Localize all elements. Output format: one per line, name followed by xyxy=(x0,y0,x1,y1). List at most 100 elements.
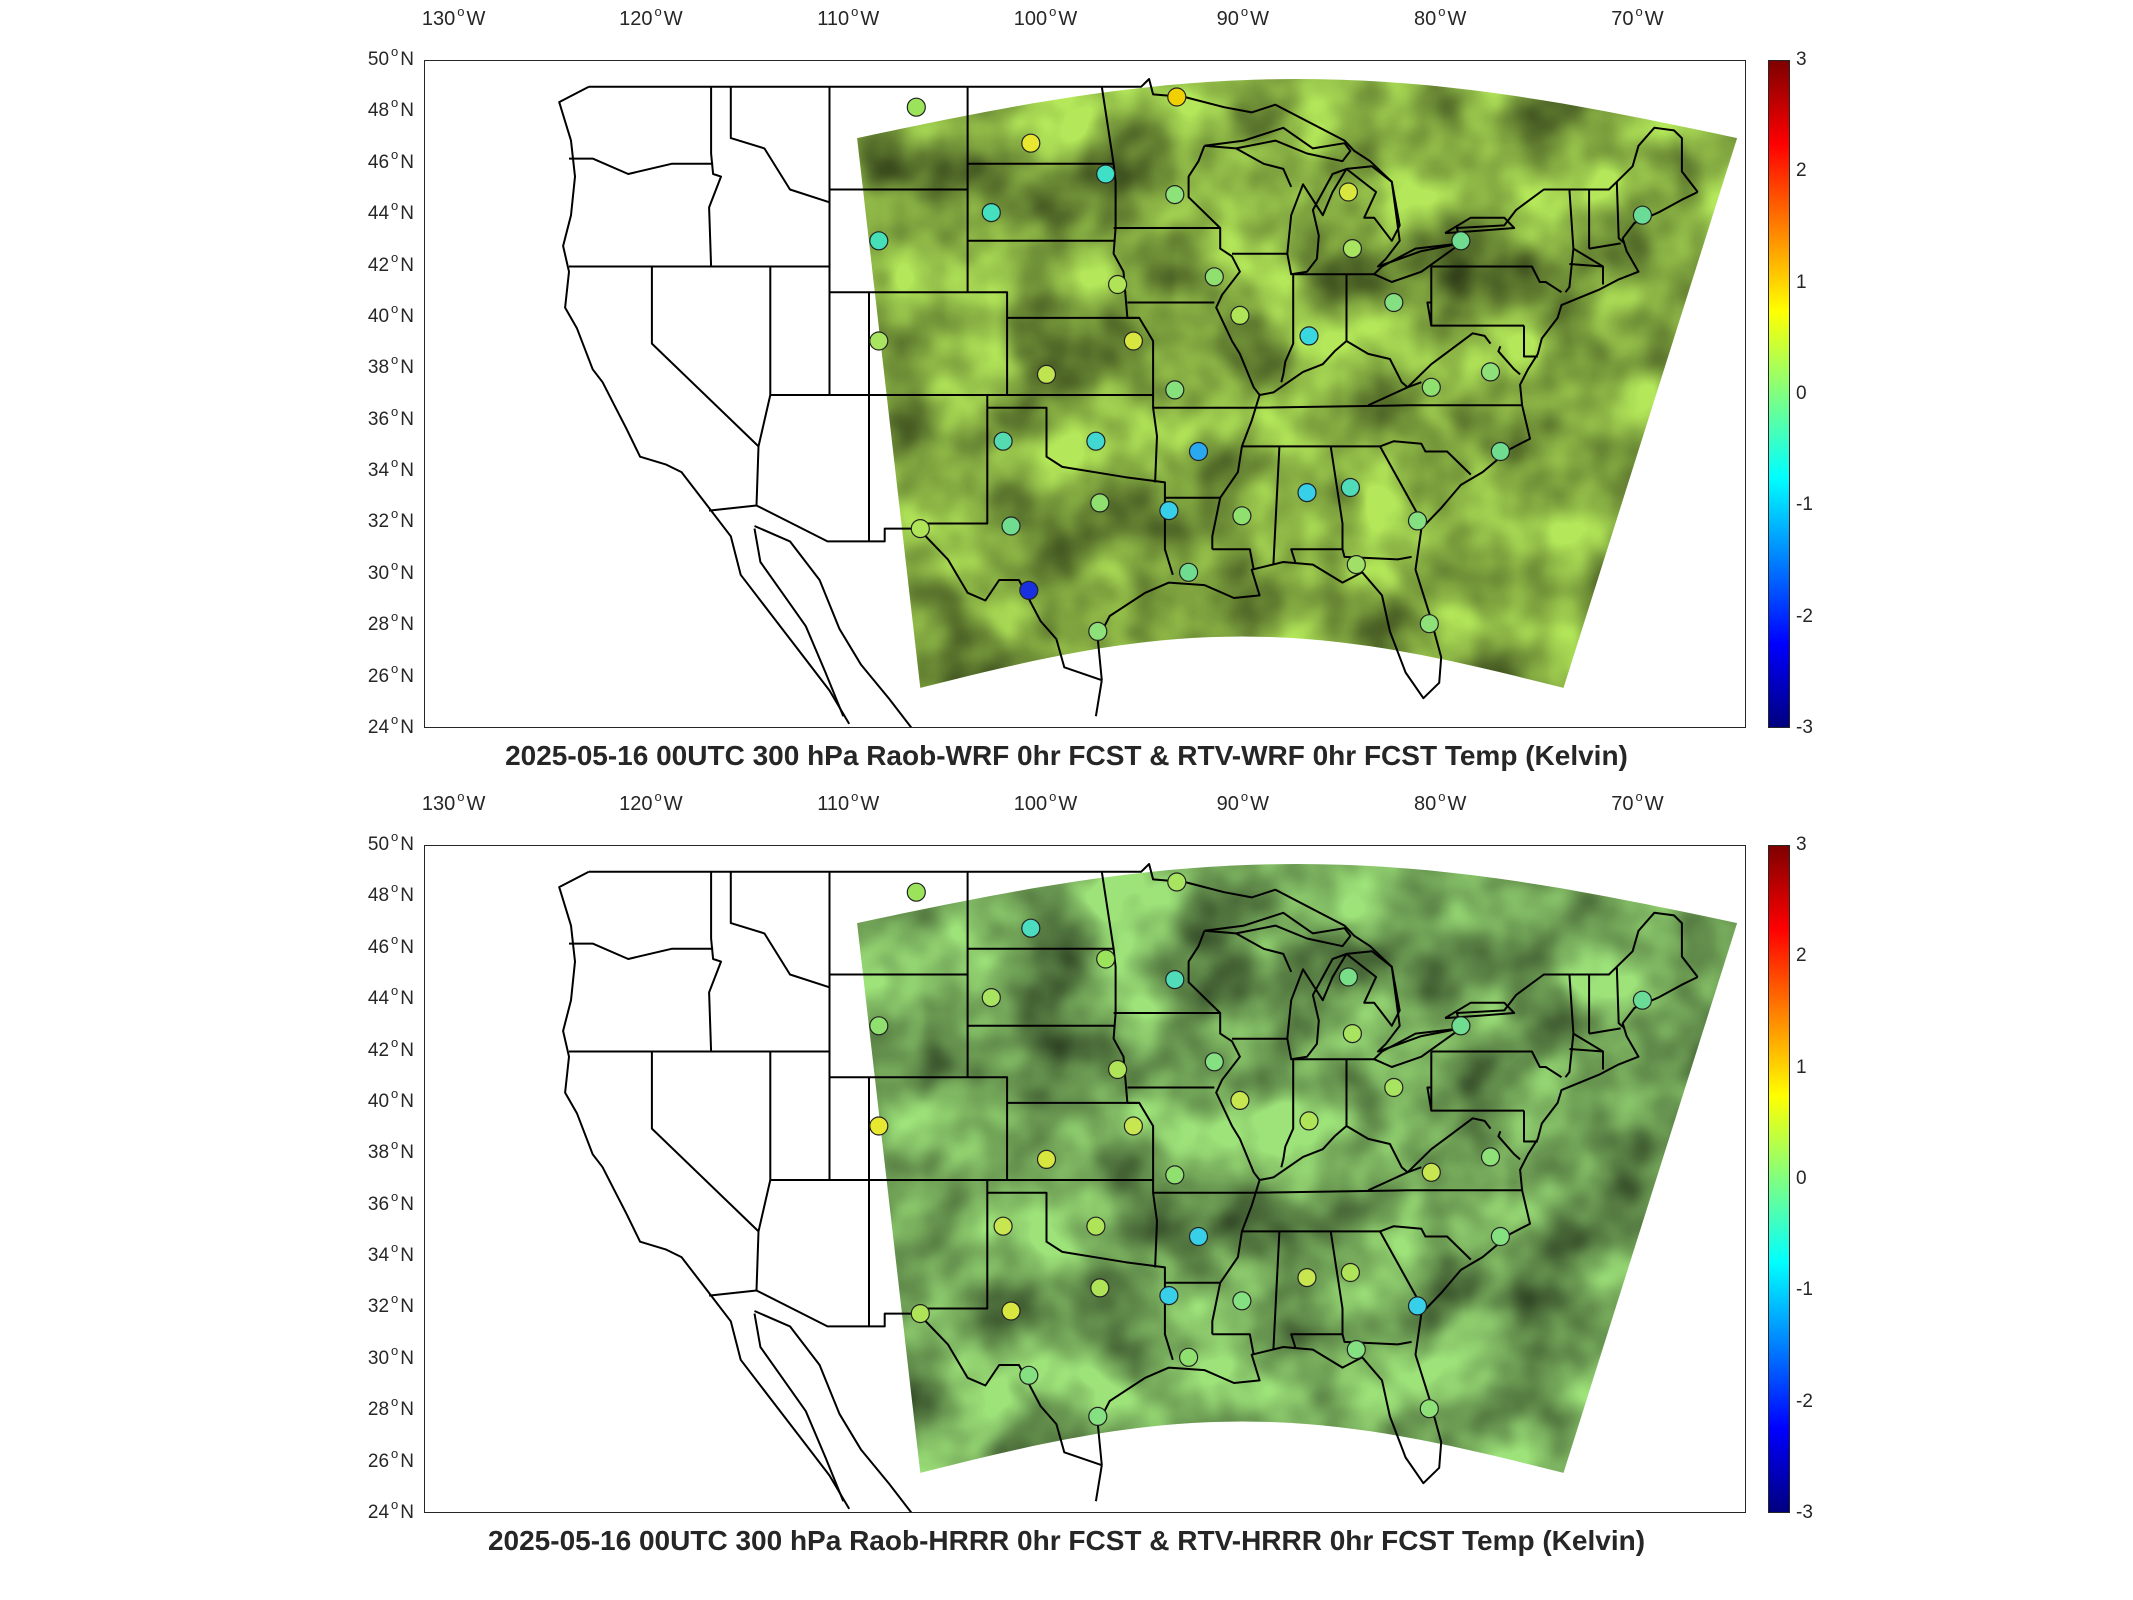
raob-station-marker xyxy=(1086,1216,1106,1236)
raob-station-marker xyxy=(1230,1090,1250,1110)
coastline xyxy=(1094,680,1103,717)
raob-station-marker xyxy=(1232,1291,1252,1311)
state-boundary xyxy=(1431,1050,1563,1079)
raob-station-marker xyxy=(1178,562,1199,582)
lat-tick-label: 38 o N xyxy=(367,1137,414,1164)
raob-station-marker xyxy=(981,203,1001,223)
state-boundary xyxy=(1367,1171,1409,1192)
state-boundary xyxy=(1569,263,1604,268)
state-boundary xyxy=(729,86,830,204)
colorbar-tick-label: -3 xyxy=(1796,717,1813,738)
state-boundary xyxy=(1272,446,1281,565)
lat-tick-label: 30 o N xyxy=(367,1342,414,1369)
raob-station-marker xyxy=(869,1016,889,1036)
coastline xyxy=(1094,1465,1103,1502)
state-boundary xyxy=(916,395,989,525)
state-boundary xyxy=(1204,126,1352,163)
state-boundary xyxy=(1497,1130,1521,1161)
lon-tick-label: 70 o W xyxy=(1611,4,1664,30)
coastline xyxy=(708,504,1103,682)
lat-tick-label: 48 o N xyxy=(367,880,414,907)
raob-station-marker xyxy=(1346,1340,1366,1360)
state-boundary xyxy=(829,1076,1009,1180)
state-boundary xyxy=(1212,1333,1255,1355)
lat-tick-label: 26 o N xyxy=(367,660,414,687)
raob-station-marker xyxy=(869,231,889,251)
raob-station-marker xyxy=(906,882,926,902)
anomaly-field xyxy=(857,79,1738,688)
state-boundary xyxy=(1406,332,1492,389)
lat-tick-label: 36 o N xyxy=(367,1188,414,1215)
coastline xyxy=(588,78,1699,268)
lat-tick-label: 32 o N xyxy=(367,1291,414,1318)
raob-station-marker xyxy=(1021,918,1041,938)
lat-tick-label: 42 o N xyxy=(367,249,414,276)
state-boundary xyxy=(987,1191,1174,1361)
lon-tick-label: 110 o W xyxy=(817,789,880,815)
state-boundary xyxy=(916,1180,989,1310)
raob-station-marker xyxy=(1419,1399,1439,1419)
state-boundary xyxy=(1588,1027,1621,1035)
raob-station-marker xyxy=(869,1116,889,1136)
raob-station-marker xyxy=(1090,1278,1110,1298)
raob-station-marker xyxy=(1036,1149,1057,1169)
raob-station-marker xyxy=(1188,441,1209,462)
raob-station-marker xyxy=(1165,1165,1185,1185)
raob-station-marker xyxy=(1019,1365,1039,1385)
raob-station-marker xyxy=(1419,614,1439,634)
state-boundary xyxy=(708,86,722,267)
state-boundary xyxy=(650,266,760,448)
raob-station-marker xyxy=(1086,431,1106,451)
lon-tick-label: 100 o W xyxy=(1013,4,1078,30)
state-boundary xyxy=(1569,1048,1604,1053)
raob-station-marker xyxy=(1204,1052,1224,1072)
raob-station-marker xyxy=(1188,1226,1209,1247)
state-boundary xyxy=(1345,165,1401,242)
state-boundary xyxy=(1426,266,1433,327)
lat-tick-label: 50 o N xyxy=(367,829,414,855)
state-boundary xyxy=(1367,386,1409,407)
state-boundary xyxy=(1426,1051,1433,1112)
raob-station-marker xyxy=(1384,292,1404,313)
panel-title: 2025-05-16 00UTC 300 hPa Raob-HRRR 0hr F… xyxy=(487,1525,1646,1556)
anomaly-field xyxy=(857,864,1738,1473)
colorbar-tick-label: -3 xyxy=(1796,1502,1813,1523)
map-svg xyxy=(558,78,1738,727)
state-boundary xyxy=(1444,1001,1516,1020)
state-boundary xyxy=(729,871,830,989)
state-boundary xyxy=(1235,932,1293,973)
lat-tick-label: 44 o N xyxy=(367,983,414,1010)
raob-station-marker xyxy=(910,519,930,539)
state-boundary xyxy=(708,871,722,1052)
colorbar-tick-label: 2 xyxy=(1796,945,1807,967)
lon-tick-label: 80 o W xyxy=(1413,789,1467,815)
raob-station-marker xyxy=(1632,205,1653,225)
state-boundary xyxy=(1588,242,1621,250)
raob-station-marker xyxy=(1407,1296,1428,1316)
lat-tick-label: 26 o N xyxy=(367,1445,414,1472)
raob-station-marker xyxy=(1340,1262,1361,1283)
raob-station-marker xyxy=(1165,380,1185,400)
state-boundary xyxy=(1564,189,1575,293)
state-boundary xyxy=(1564,974,1575,1078)
colorbar xyxy=(1768,845,1790,1513)
raob-station-marker xyxy=(1107,1059,1128,1080)
raob-station-marker xyxy=(1230,305,1250,325)
coastline xyxy=(753,528,845,717)
state-boundary xyxy=(1431,265,1563,294)
lon-tick-label: 130 o W xyxy=(421,4,486,30)
state-boundary xyxy=(829,291,1009,395)
raob-station-marker xyxy=(1338,967,1359,987)
raob-station-marker xyxy=(1297,1268,1317,1288)
state-boundary xyxy=(1379,1230,1423,1307)
raob-station-marker xyxy=(1159,1286,1179,1306)
state-boundary xyxy=(1497,345,1521,376)
raob-station-marker xyxy=(1021,133,1041,153)
raob-station-marker xyxy=(1107,274,1128,295)
state-boundary xyxy=(1286,952,1348,1061)
raob-station-marker xyxy=(1001,1301,1021,1321)
coastline xyxy=(754,1310,913,1512)
raob-station-marker xyxy=(1165,185,1185,205)
raob-station-marker xyxy=(1096,949,1116,969)
lat-tick-label: 44 o N xyxy=(367,198,414,225)
